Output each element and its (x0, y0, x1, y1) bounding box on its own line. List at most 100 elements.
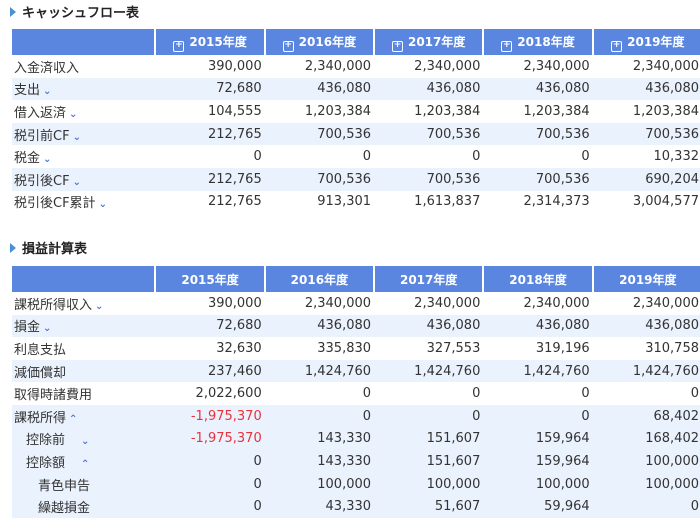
year-header[interactable]: +2018年度 (482, 29, 593, 55)
value-cell: 104,555 (207, 103, 262, 119)
chevron-down-icon[interactable]: ⌄ (72, 131, 81, 143)
value-cell: 72,680 (155, 77, 265, 101)
chevron-down-icon[interactable]: ⌄ (72, 176, 81, 188)
value-cell: 0 (155, 495, 265, 518)
header-row: +2015年度 +2016年度 +2017年度 +2018年度 +2019年度 (12, 29, 700, 55)
row-label-text: 取得時諸費用 (14, 388, 93, 404)
chevron-down-icon[interactable]: ⌄ (69, 108, 78, 120)
calendar-plus-icon[interactable]: + (282, 39, 294, 52)
row-label[interactable]: 税引後CF ⌄ (12, 167, 156, 191)
chevron-down-icon[interactable]: ⌄ (81, 436, 90, 448)
value-cell: 51,607 (374, 495, 484, 518)
table-row: 税金 ⌄ 0 0 0 0 10,332 (12, 145, 700, 168)
value-cell: 2,340,000 (523, 295, 590, 311)
year-label: 2018年度 (509, 272, 567, 287)
chevron-down-icon[interactable]: ⌄ (95, 300, 104, 312)
value-cell: 168,402 (592, 427, 700, 451)
value-cell: 100,000 (374, 472, 484, 496)
value-cell: 2,340,000 (304, 58, 372, 74)
row-label-text: 支出 (14, 83, 41, 99)
value-cell: 0 (592, 495, 700, 518)
calendar-plus-icon[interactable]: + (501, 39, 513, 52)
value-cell: 237,460 (155, 359, 265, 383)
row-label[interactable]: 税引前CF ⌄ (12, 122, 156, 146)
value-cell: 68,402 (592, 404, 700, 428)
value-cell: 2,340,000 (632, 295, 699, 311)
value-cell: 700,536 (264, 122, 375, 146)
row-label[interactable]: 借入返済 ⌄ (12, 100, 155, 123)
value-cell: 1,203,384 (523, 103, 590, 119)
triangle-icon (10, 242, 16, 253)
table-row: 支出 ⌄ 72,680 436,080 436,080 436,080 436,080 (12, 77, 700, 101)
calendar-plus-icon[interactable]: + (173, 39, 185, 52)
value-cell: 335,830 (317, 340, 372, 356)
value-cell: 151,607 (374, 450, 484, 473)
value-cell: 59,964 (483, 495, 593, 518)
pl-section-title: 損益計算表 (10, 238, 87, 257)
value-cell: 3,004,577 (632, 194, 699, 210)
chevron-down-icon[interactable]: ⌄ (43, 86, 52, 98)
table-row: 課税所得 ⌃ -1,975,370 0 0 0 68,402 (12, 404, 700, 428)
table-row: 利息支払 32,630 335,830 327,553 319,196 310,758 (12, 337, 700, 360)
chevron-up-icon[interactable]: ⌃ (81, 458, 90, 470)
value-cell: 0 (362, 149, 372, 165)
value-cell: 0 (483, 404, 593, 428)
value-cell: 0 (253, 149, 262, 165)
value-cell: 700,536 (374, 122, 484, 146)
table-row: 税引後CF累計 ⌄ 212,765 913,301 1,613,837 2,314,373… (12, 191, 700, 214)
table-row: 借入返済 ⌄ 104,555 1,203,384 1,203,384 1,203,384 1… (12, 100, 700, 123)
value-cell: 212,765 (155, 167, 265, 191)
cashflow-section-title: キャッシュフロー表 (10, 2, 139, 21)
row-label[interactable]: 課税所得収入 ⌄ (12, 292, 155, 315)
value-cell: 2,340,000 (632, 58, 699, 74)
value-cell: 0 (581, 386, 590, 402)
chevron-down-icon[interactable]: ⌄ (98, 199, 107, 211)
value-cell: -1,975,370 (155, 404, 265, 428)
year-label: 2017年度 (407, 34, 466, 49)
row-label-text: 控除前 (26, 433, 66, 449)
value-cell: 151,607 (374, 427, 484, 451)
row-label[interactable]: 支出 ⌄ (12, 77, 156, 101)
row-label[interactable]: 課税所得 ⌃ (12, 404, 156, 428)
row-label[interactable]: 税金 ⌄ (12, 145, 155, 168)
row-label[interactable]: 控除額 ⌃ (12, 450, 156, 473)
value-cell: 0 (362, 386, 372, 402)
value-cell: 436,080 (264, 314, 375, 338)
value-cell: 72,680 (155, 314, 265, 338)
row-label[interactable]: 損金 ⌄ (12, 314, 156, 338)
table-row: 入金済収入 390,000 2,340,000 2,340,000 2,340,000 2… (12, 55, 700, 78)
chevron-up-icon[interactable]: ⌃ (69, 413, 78, 425)
value-cell: 1,203,384 (632, 103, 699, 119)
table-row: 税引後CF ⌄ 212,765 700,536 700,536 700,536 690,20… (12, 167, 700, 191)
calendar-plus-icon[interactable]: + (391, 39, 403, 52)
header-row: 2015年度 2016年度 2017年度 2018年度 2019年度 (12, 266, 700, 292)
value-cell: 436,080 (592, 314, 700, 338)
value-cell: 436,080 (374, 314, 484, 338)
row-label: 繰越損金 (12, 495, 156, 518)
value-cell: 2,340,000 (414, 58, 481, 74)
value-cell: 100,000 (592, 472, 700, 496)
value-cell: 0 (472, 386, 481, 402)
row-label-text: 税金 (14, 151, 41, 167)
chevron-down-icon[interactable]: ⌄ (43, 323, 52, 335)
value-cell: 436,080 (374, 77, 484, 101)
value-cell: 100,000 (264, 472, 375, 496)
pl-title: 損益計算表 (22, 242, 88, 257)
year-header[interactable]: +2019年度 (591, 29, 700, 55)
year-header[interactable]: +2016年度 (263, 29, 375, 55)
row-label[interactable]: 税引後CF累計 ⌄ (12, 191, 155, 214)
row-label[interactable]: 控除前 ⌄ (12, 427, 156, 451)
year-header[interactable]: +2015年度 (154, 29, 265, 55)
value-cell: 0 (374, 404, 484, 428)
value-cell: 1,613,837 (414, 194, 481, 210)
value-cell: 0 (690, 386, 699, 402)
table-row: 取得時諸費用 2,022,600 0 0 0 0 (12, 382, 700, 405)
value-cell: 700,536 (374, 167, 484, 191)
value-cell: 143,330 (264, 427, 375, 451)
value-cell: 159,964 (483, 450, 593, 473)
chevron-down-icon[interactable]: ⌄ (43, 154, 52, 166)
year-header[interactable]: +2017年度 (373, 29, 484, 55)
header-blank (12, 29, 156, 55)
value-cell: 143,330 (264, 450, 375, 473)
calendar-plus-icon[interactable]: + (611, 39, 623, 52)
